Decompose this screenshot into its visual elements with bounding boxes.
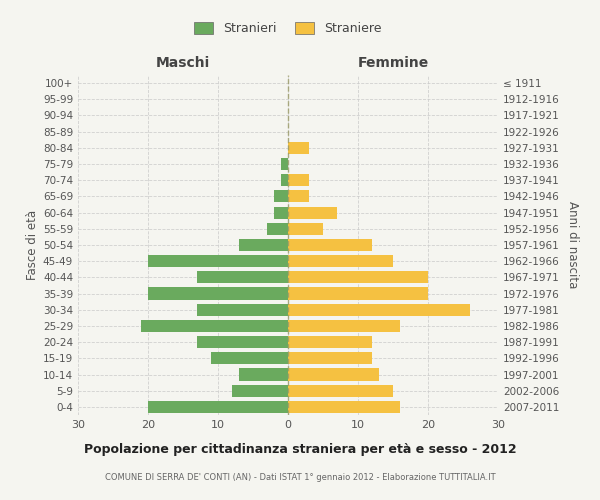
Bar xyxy=(197,304,288,316)
Bar xyxy=(232,384,288,397)
Bar xyxy=(288,272,428,283)
Bar xyxy=(288,384,393,397)
Text: Femmine: Femmine xyxy=(358,56,428,70)
Bar xyxy=(211,352,288,364)
Bar xyxy=(288,368,379,380)
Bar xyxy=(288,174,309,186)
Text: Popolazione per cittadinanza straniera per età e sesso - 2012: Popolazione per cittadinanza straniera p… xyxy=(83,442,517,456)
Bar xyxy=(141,320,288,332)
Bar xyxy=(239,368,288,380)
Text: Maschi: Maschi xyxy=(156,56,210,70)
Bar xyxy=(288,222,323,235)
Bar xyxy=(274,190,288,202)
Bar xyxy=(281,174,288,186)
Bar xyxy=(288,239,372,251)
Bar xyxy=(148,401,288,413)
Bar xyxy=(288,255,393,268)
Bar xyxy=(281,158,288,170)
Bar xyxy=(274,206,288,218)
Bar xyxy=(288,336,372,348)
Bar xyxy=(288,206,337,218)
Bar xyxy=(288,190,309,202)
Y-axis label: Fasce di età: Fasce di età xyxy=(26,210,39,280)
Bar xyxy=(288,288,428,300)
Bar xyxy=(148,288,288,300)
Bar xyxy=(148,255,288,268)
Bar xyxy=(288,401,400,413)
Bar xyxy=(288,304,470,316)
Bar xyxy=(267,222,288,235)
Bar xyxy=(288,352,372,364)
Legend: Stranieri, Straniere: Stranieri, Straniere xyxy=(190,16,386,40)
Text: COMUNE DI SERRA DE' CONTI (AN) - Dati ISTAT 1° gennaio 2012 - Elaborazione TUTTI: COMUNE DI SERRA DE' CONTI (AN) - Dati IS… xyxy=(104,472,496,482)
Bar xyxy=(239,239,288,251)
Bar xyxy=(197,272,288,283)
Bar xyxy=(288,320,400,332)
Bar xyxy=(288,142,309,154)
Y-axis label: Anni di nascita: Anni di nascita xyxy=(566,202,579,288)
Bar xyxy=(197,336,288,348)
